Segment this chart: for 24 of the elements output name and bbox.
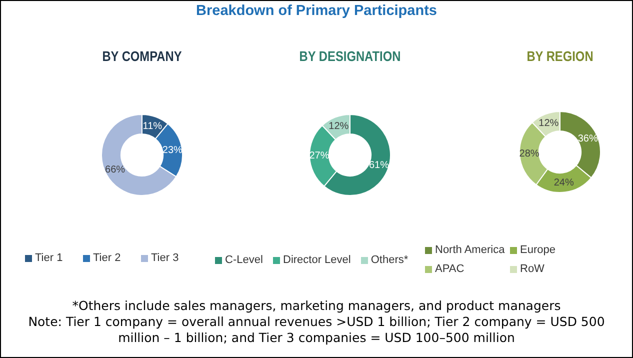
data-label: 12% [538, 118, 559, 130]
legend-label: North America [435, 244, 505, 256]
text: Breakdown of Primary Participants [195, 3, 438, 19]
chart-title: BY COMPANY [101, 48, 183, 64]
text: Note: Tier 1 company = overall annual revenues >USD 1 billion; Tier 2 company = USD 500 million – 1 billion; and Tier 3 companies = USD 100–500 million [27, 314, 606, 346]
legend-label: Tier 1 [35, 252, 63, 264]
legend-label: Europe [520, 244, 556, 256]
data-label: 12% [328, 121, 349, 132]
data-label: 66% [105, 164, 126, 176]
chart-title: BY DESIGNATION [298, 48, 402, 64]
legend-label: Director Level [283, 254, 351, 266]
legend-label: Tier 3 [151, 252, 179, 264]
legend-label: C-Level [225, 254, 263, 266]
data-label: 24% [554, 177, 574, 188]
legend-label: RoW [520, 263, 544, 275]
data-label: 36% [578, 134, 598, 145]
text: *Others include sales managers, marketing managers, and product managers [71, 298, 562, 314]
data-label: 61% [368, 160, 390, 172]
chart-title: BY REGION [526, 48, 594, 64]
legend-label: APAC [435, 263, 464, 275]
legend-label: Tier 2 [93, 252, 121, 264]
data-label: 11% [142, 120, 162, 132]
legend-label: Others* [370, 254, 408, 266]
data-label: 23% [162, 144, 183, 156]
